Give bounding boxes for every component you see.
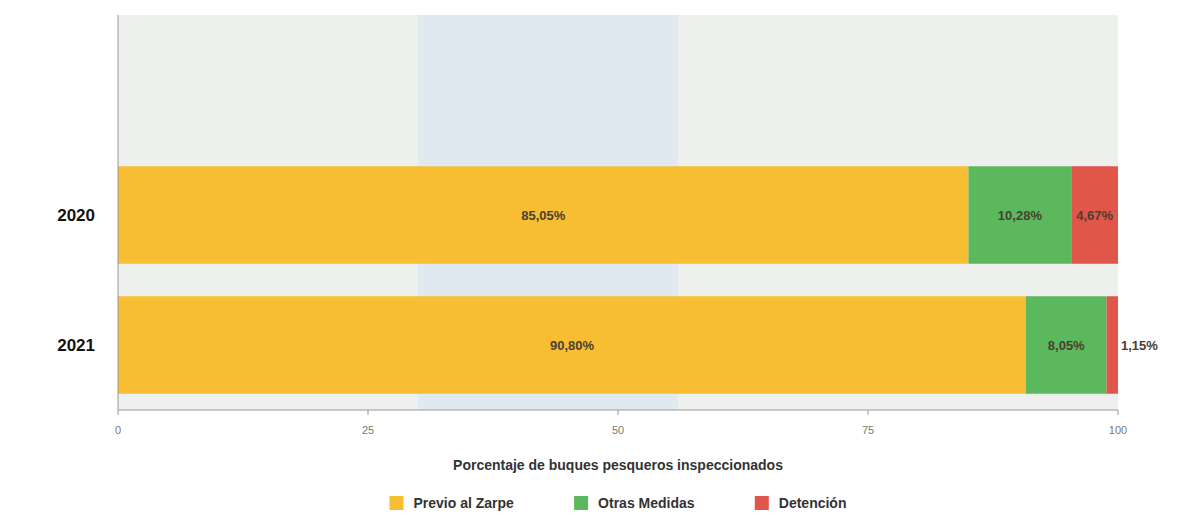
legend-label: Detención xyxy=(779,495,847,511)
bar-segment xyxy=(969,166,1072,264)
category-label: 2020 xyxy=(57,206,95,225)
legend-item: Detención xyxy=(755,495,847,511)
x-tick xyxy=(1118,410,1119,415)
bar-segment xyxy=(118,166,969,264)
category-label: 2021 xyxy=(57,336,95,355)
chart: 85,05% 10,28% 4,67% 90,80% 8,05% 1,15% 2020 202… xyxy=(0,0,1192,524)
data-label: 10,28% xyxy=(998,208,1043,223)
data-label: 90,80% xyxy=(550,338,595,353)
x-tick xyxy=(368,410,369,415)
data-label: 1,15% xyxy=(1121,338,1158,353)
legend-swatch xyxy=(390,496,404,510)
bar-segment xyxy=(118,296,1026,394)
legend-swatch xyxy=(574,496,588,510)
x-tick-label: 75 xyxy=(862,424,874,436)
legend: Previo al Zarpe Otras Medidas Detención xyxy=(390,495,847,511)
data-label: 8,05% xyxy=(1048,338,1085,353)
x-tick xyxy=(868,410,869,415)
legend-label: Otras Medidas xyxy=(598,495,695,511)
legend-label: Previo al Zarpe xyxy=(414,495,515,511)
y-axis-line xyxy=(118,15,119,410)
data-labels: 85,05% 10,28% 4,67% 90,80% 8,05% 1,15% xyxy=(521,208,1158,353)
x-tick-label: 100 xyxy=(1109,424,1127,436)
x-tick-label: 50 xyxy=(612,424,624,436)
legend-item: Previo al Zarpe xyxy=(390,495,515,511)
bar-segment xyxy=(1026,296,1107,394)
plot-background xyxy=(118,15,1118,410)
bar-segment xyxy=(1071,166,1118,264)
bars xyxy=(118,166,1118,394)
x-tick-label: 0 xyxy=(115,424,121,436)
x-tick xyxy=(618,410,619,415)
legend-swatch xyxy=(755,496,769,510)
x-tick xyxy=(118,410,119,415)
data-label: 85,05% xyxy=(521,208,566,223)
data-label: 4,67% xyxy=(1076,208,1113,223)
x-tick-label: 25 xyxy=(362,424,374,436)
legend-item: Otras Medidas xyxy=(574,495,695,511)
bar-segment xyxy=(1107,296,1119,394)
x-axis-title: Porcentaje de buques pesqueros inspeccio… xyxy=(453,457,783,473)
